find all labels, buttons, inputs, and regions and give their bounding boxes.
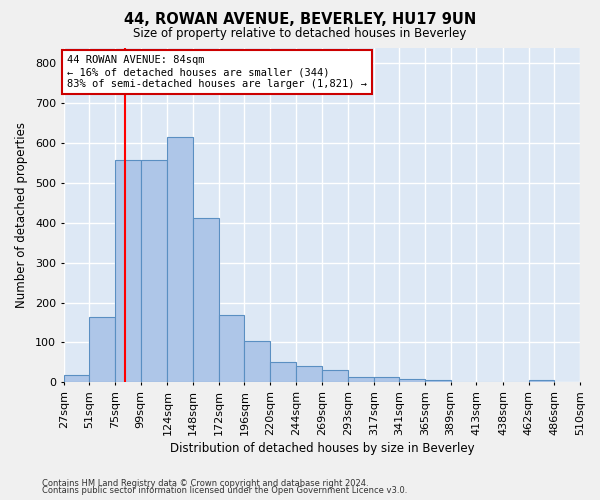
Bar [244,341,270,382]
Text: 44 ROWAN AVENUE: 84sqm
← 16% of detached houses are smaller (344)
83% of semi-de: 44 ROWAN AVENUE: 84sqm ← 16% of detached… [67,56,367,88]
Text: Contains HM Land Registry data © Crown copyright and database right 2024.: Contains HM Land Registry data © Crown c… [42,478,368,488]
Y-axis label: Number of detached properties: Number of detached properties [15,122,28,308]
Text: Contains public sector information licensed under the Open Government Licence v3: Contains public sector information licen… [42,486,407,495]
Bar [115,160,140,382]
Bar [64,375,89,382]
Bar [529,380,554,382]
Bar [89,318,115,382]
Bar [270,362,296,382]
Bar [400,378,425,382]
Bar [348,376,374,382]
Bar [219,314,244,382]
Bar [425,380,451,382]
Bar [296,366,322,382]
Bar [322,370,348,382]
Text: 44, ROWAN AVENUE, BEVERLEY, HU17 9UN: 44, ROWAN AVENUE, BEVERLEY, HU17 9UN [124,12,476,28]
Bar [167,137,193,382]
Bar [140,160,167,382]
Bar [374,376,400,382]
X-axis label: Distribution of detached houses by size in Beverley: Distribution of detached houses by size … [170,442,474,455]
Text: Size of property relative to detached houses in Beverley: Size of property relative to detached ho… [133,28,467,40]
Bar [193,218,219,382]
